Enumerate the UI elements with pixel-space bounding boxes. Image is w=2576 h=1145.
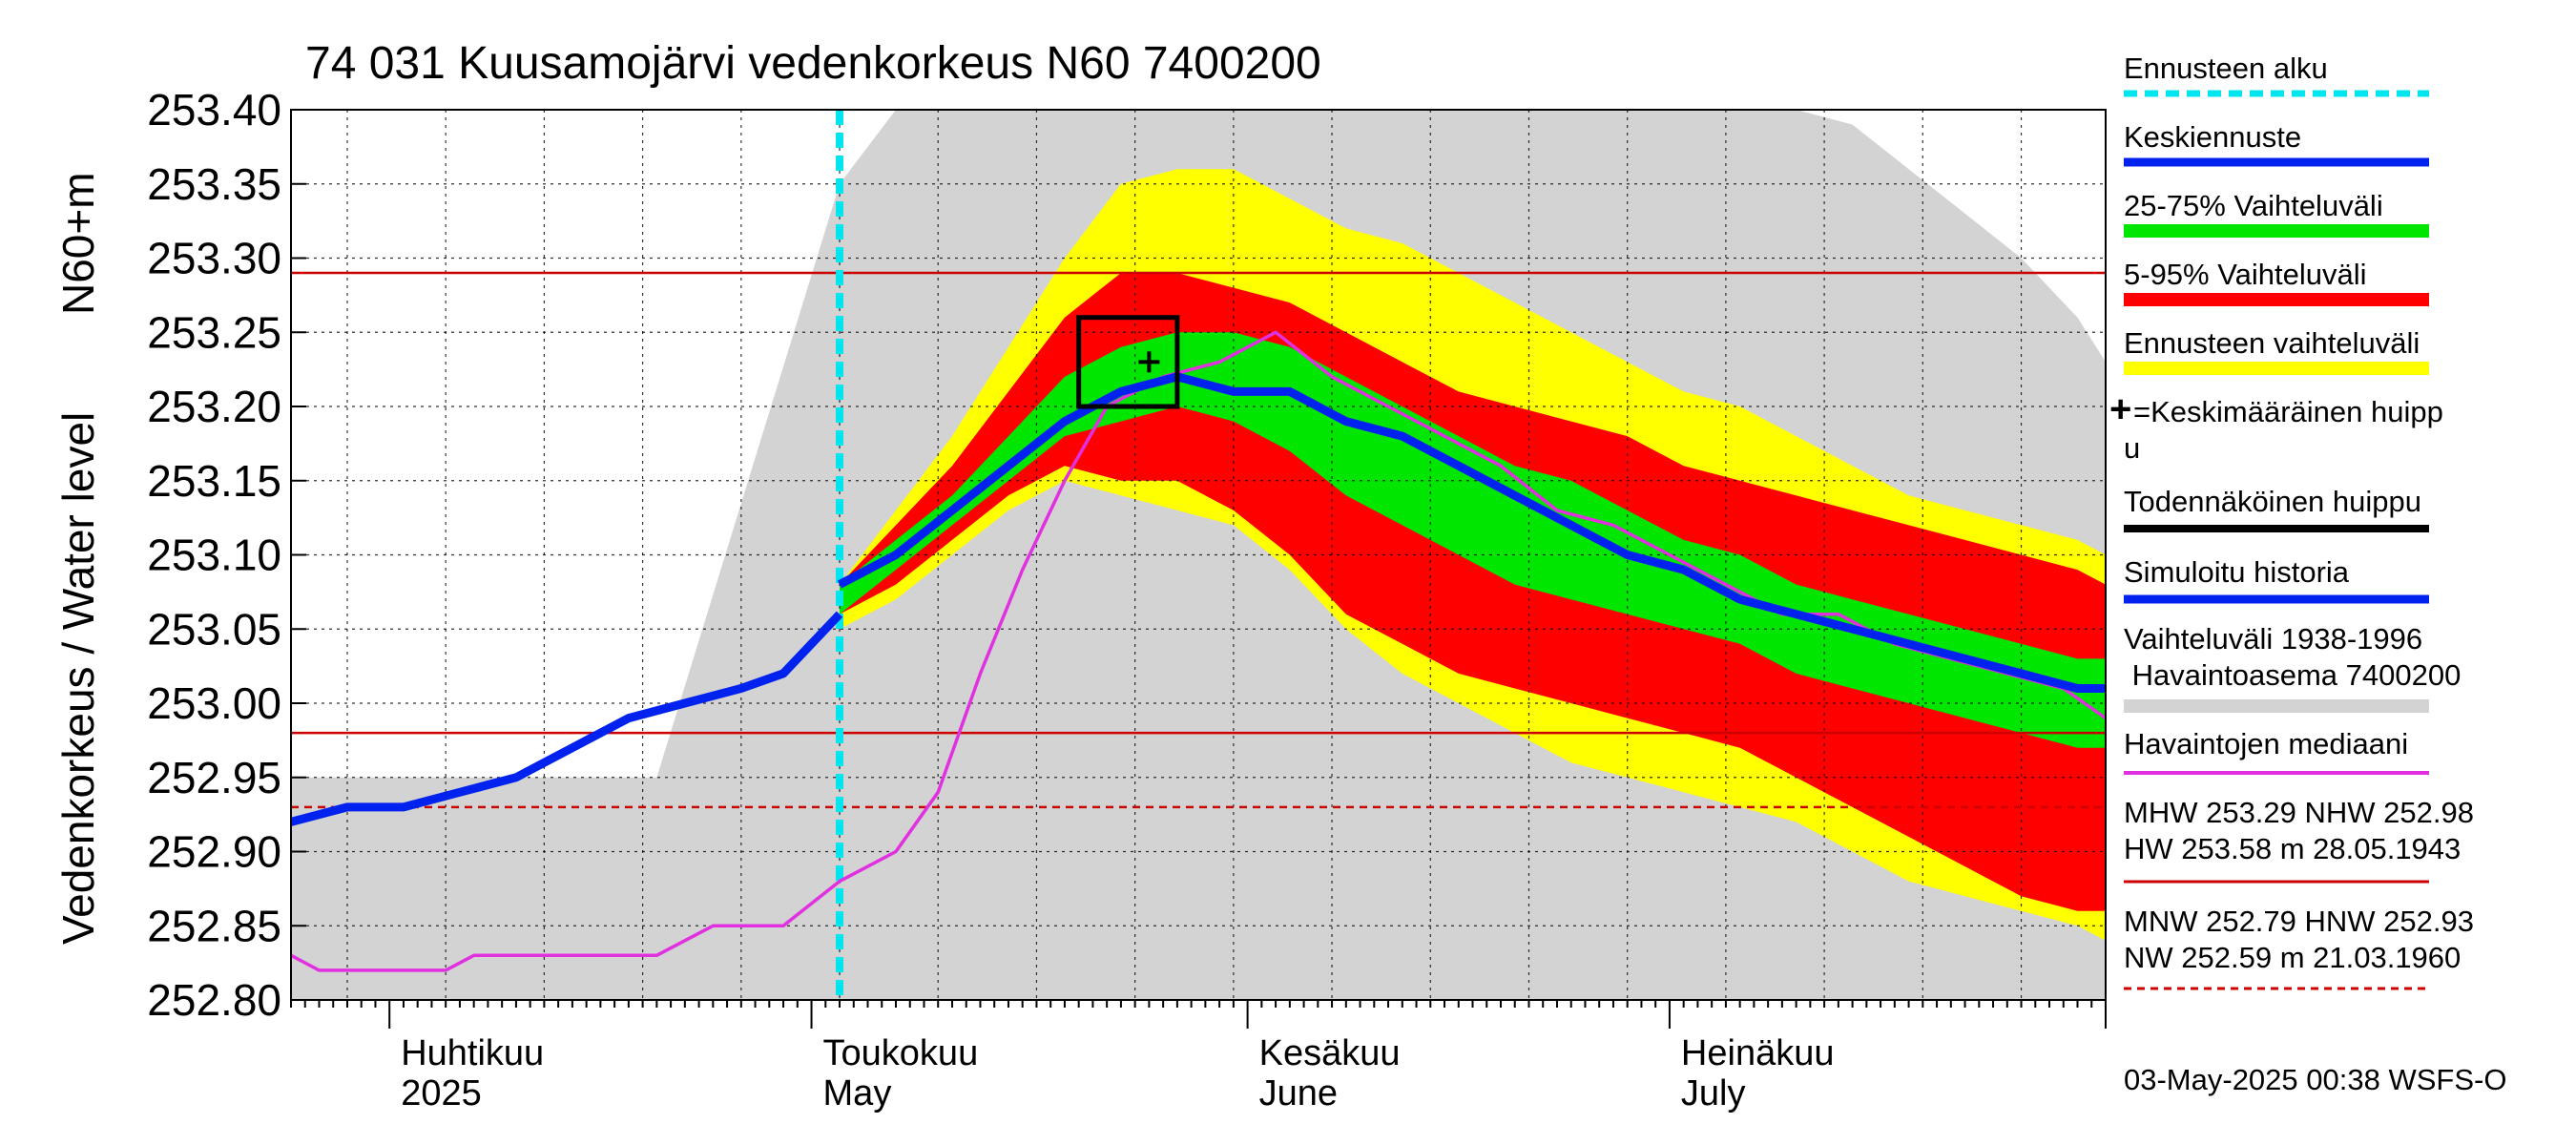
x-month-sublabel: July bbox=[1681, 1073, 1746, 1114]
legend-label-range-5-95: 5-95% Vaihteluväli bbox=[2124, 258, 2366, 291]
y-axis-label: Vedenkorkeus / Water level bbox=[53, 412, 103, 945]
y-tick-label: 252.90 bbox=[147, 827, 281, 877]
x-month-sublabel: June bbox=[1259, 1073, 1338, 1114]
range-25-75-band bbox=[840, 332, 2106, 748]
legend-label-forecast-range: Ennusteen vaihteluväli bbox=[2124, 326, 2420, 360]
probable-peak-box bbox=[1076, 315, 1180, 409]
legend-label-mean-peak: =Keskimääräinen huipp bbox=[2133, 395, 2443, 428]
y-tick-label: 253.15 bbox=[147, 456, 281, 506]
y-axis: 253.40 253.35 253.30 253.25 253.20 253.15 253.… bbox=[147, 85, 306, 1025]
legend-label-range-25-75: 25-75% Vaihteluväli bbox=[2124, 189, 2383, 222]
legend-label-mean-forecast: Keskiennuste bbox=[2124, 120, 2301, 154]
chart-title: 74 031 Kuusamojärvi vedenkorkeus N60 740… bbox=[305, 38, 1321, 89]
legend-label-forecast-start: Ennusteen alku bbox=[2124, 52, 2328, 85]
legend-label-observed-median: Havaintojen mediaani bbox=[2124, 727, 2408, 760]
footer-timestamp: 03-May-2025 00:38 WSFS-O bbox=[2124, 1063, 2506, 1096]
y-tick-label: 253.25 bbox=[147, 307, 281, 357]
legend-stats-high-1: MHW 253.29 NHW 252.98 bbox=[2124, 796, 2474, 829]
legend-label-mean-peak-cont: u bbox=[2124, 431, 2140, 465]
legend-label-hist-range: Vaihteluväli 1938-1996 bbox=[2124, 622, 2422, 656]
legend-label-hist-range-station: Havaintoasema 7400200 bbox=[2124, 658, 2461, 692]
x-month-sublabel: 2025 bbox=[401, 1073, 482, 1114]
series bbox=[291, 110, 2106, 1000]
x-month-label: Toukokuu bbox=[823, 1033, 979, 1073]
y-tick-label: 253.00 bbox=[147, 678, 281, 728]
x-month-label: Heinäkuu bbox=[1681, 1033, 1835, 1073]
legend-stats-low-2: NW 252.59 m 21.03.1960 bbox=[2124, 941, 2461, 974]
legend-label-probable-peak: Todennäköinen huippu bbox=[2124, 485, 2421, 518]
observed-median-line bbox=[291, 330, 2106, 972]
legend-peak-plus-icon: + bbox=[2109, 388, 2131, 430]
simulated-history-line bbox=[291, 611, 843, 826]
y-tick-label: 253.20 bbox=[147, 382, 281, 431]
y-tick-label: 253.10 bbox=[147, 531, 281, 580]
legend-stats-high-2: HW 253.58 m 28.05.1943 bbox=[2124, 832, 2461, 865]
y-tick-label: 253.40 bbox=[147, 85, 281, 135]
x-month-label: Huhtikuu bbox=[401, 1033, 544, 1073]
y-tick-label: 252.95 bbox=[147, 753, 281, 802]
legend: Ennusteen alku Keskiennuste 25-75% Vaiht… bbox=[2109, 52, 2474, 990]
range-5-95-band bbox=[840, 273, 2106, 911]
x-month-label: Kesäkuu bbox=[1259, 1033, 1401, 1073]
y-tick-label: 252.85 bbox=[147, 901, 281, 950]
y-tick-label: 252.80 bbox=[147, 975, 281, 1025]
x-month-sublabel: May bbox=[823, 1073, 892, 1114]
mean-forecast-line bbox=[837, 372, 2106, 693]
y-tick-label: 253.35 bbox=[147, 159, 281, 209]
y-tick-label: 253.30 bbox=[147, 234, 281, 283]
y-tick-label: 253.05 bbox=[147, 604, 281, 654]
legend-label-simulated-history: Simuloitu historia bbox=[2124, 555, 2350, 589]
y-axis-unit-label: N60+m bbox=[53, 172, 103, 315]
legend-stats-low-1: MNW 252.79 HNW 252.93 bbox=[2124, 905, 2474, 938]
